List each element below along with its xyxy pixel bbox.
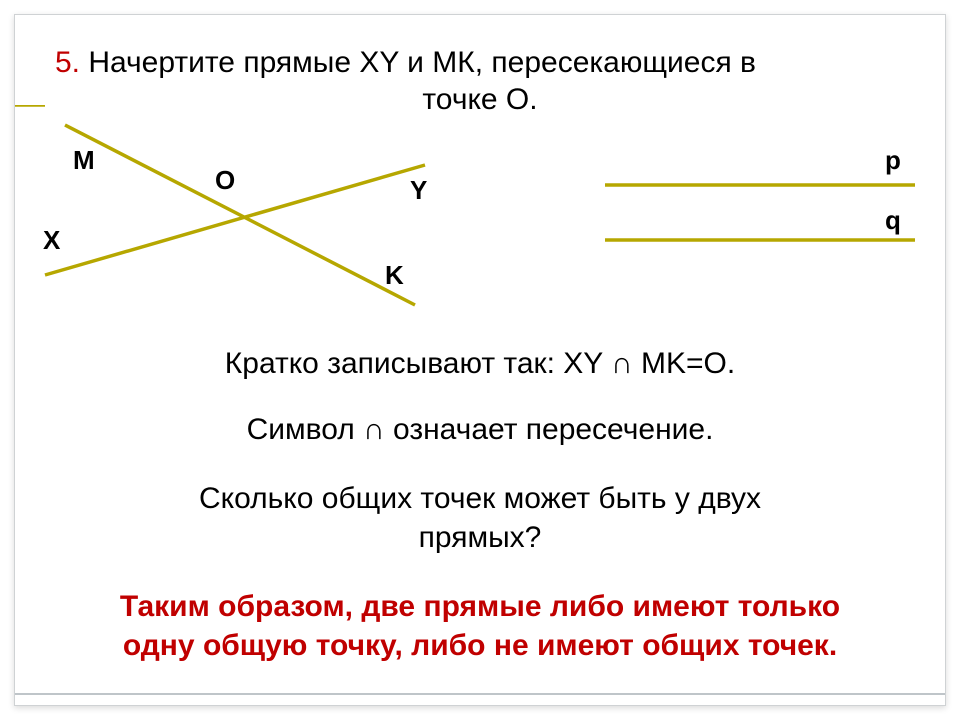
- body-text-2: Символ ∩ означает пересечение.: [15, 413, 945, 447]
- bottom-divider: [15, 693, 945, 695]
- line-mk: [65, 125, 415, 305]
- label-m: М: [73, 145, 95, 176]
- label-o: О: [215, 165, 235, 196]
- body-text-3b: прямых?: [419, 521, 542, 554]
- body-text-3a: Сколько общих точек может быть у двух: [199, 482, 761, 515]
- geometry-diagram: М О Y X K p q: [15, 105, 947, 315]
- slide-frame: 5. Начертите прямые XY и МК, пересекающи…: [14, 14, 946, 706]
- label-y: Y: [410, 175, 427, 206]
- label-k: K: [385, 260, 404, 291]
- conclusion-line-1: Таким образом, две прямые либо имеют тол…: [120, 590, 840, 623]
- conclusion-line-2: одну общую точку, либо не имеют общих то…: [123, 629, 837, 662]
- task-line-1: 5. Начертите прямые XY и МК, пересекающи…: [55, 43, 925, 84]
- conclusion-text: Таким образом, две прямые либо имеют тол…: [15, 587, 945, 665]
- label-p: p: [885, 145, 901, 176]
- diagram-svg: [15, 105, 947, 315]
- body-text-1: Кратко записывают так: XY ∩ MK=O.: [15, 347, 945, 381]
- body-text-3: Сколько общих точек может быть у двух пр…: [15, 479, 945, 557]
- task-number: 5.: [55, 46, 80, 79]
- task-text-1: Начертите прямые XY и МК, пересекающиеся…: [80, 46, 756, 79]
- label-q: q: [885, 205, 901, 236]
- label-x: X: [43, 225, 60, 256]
